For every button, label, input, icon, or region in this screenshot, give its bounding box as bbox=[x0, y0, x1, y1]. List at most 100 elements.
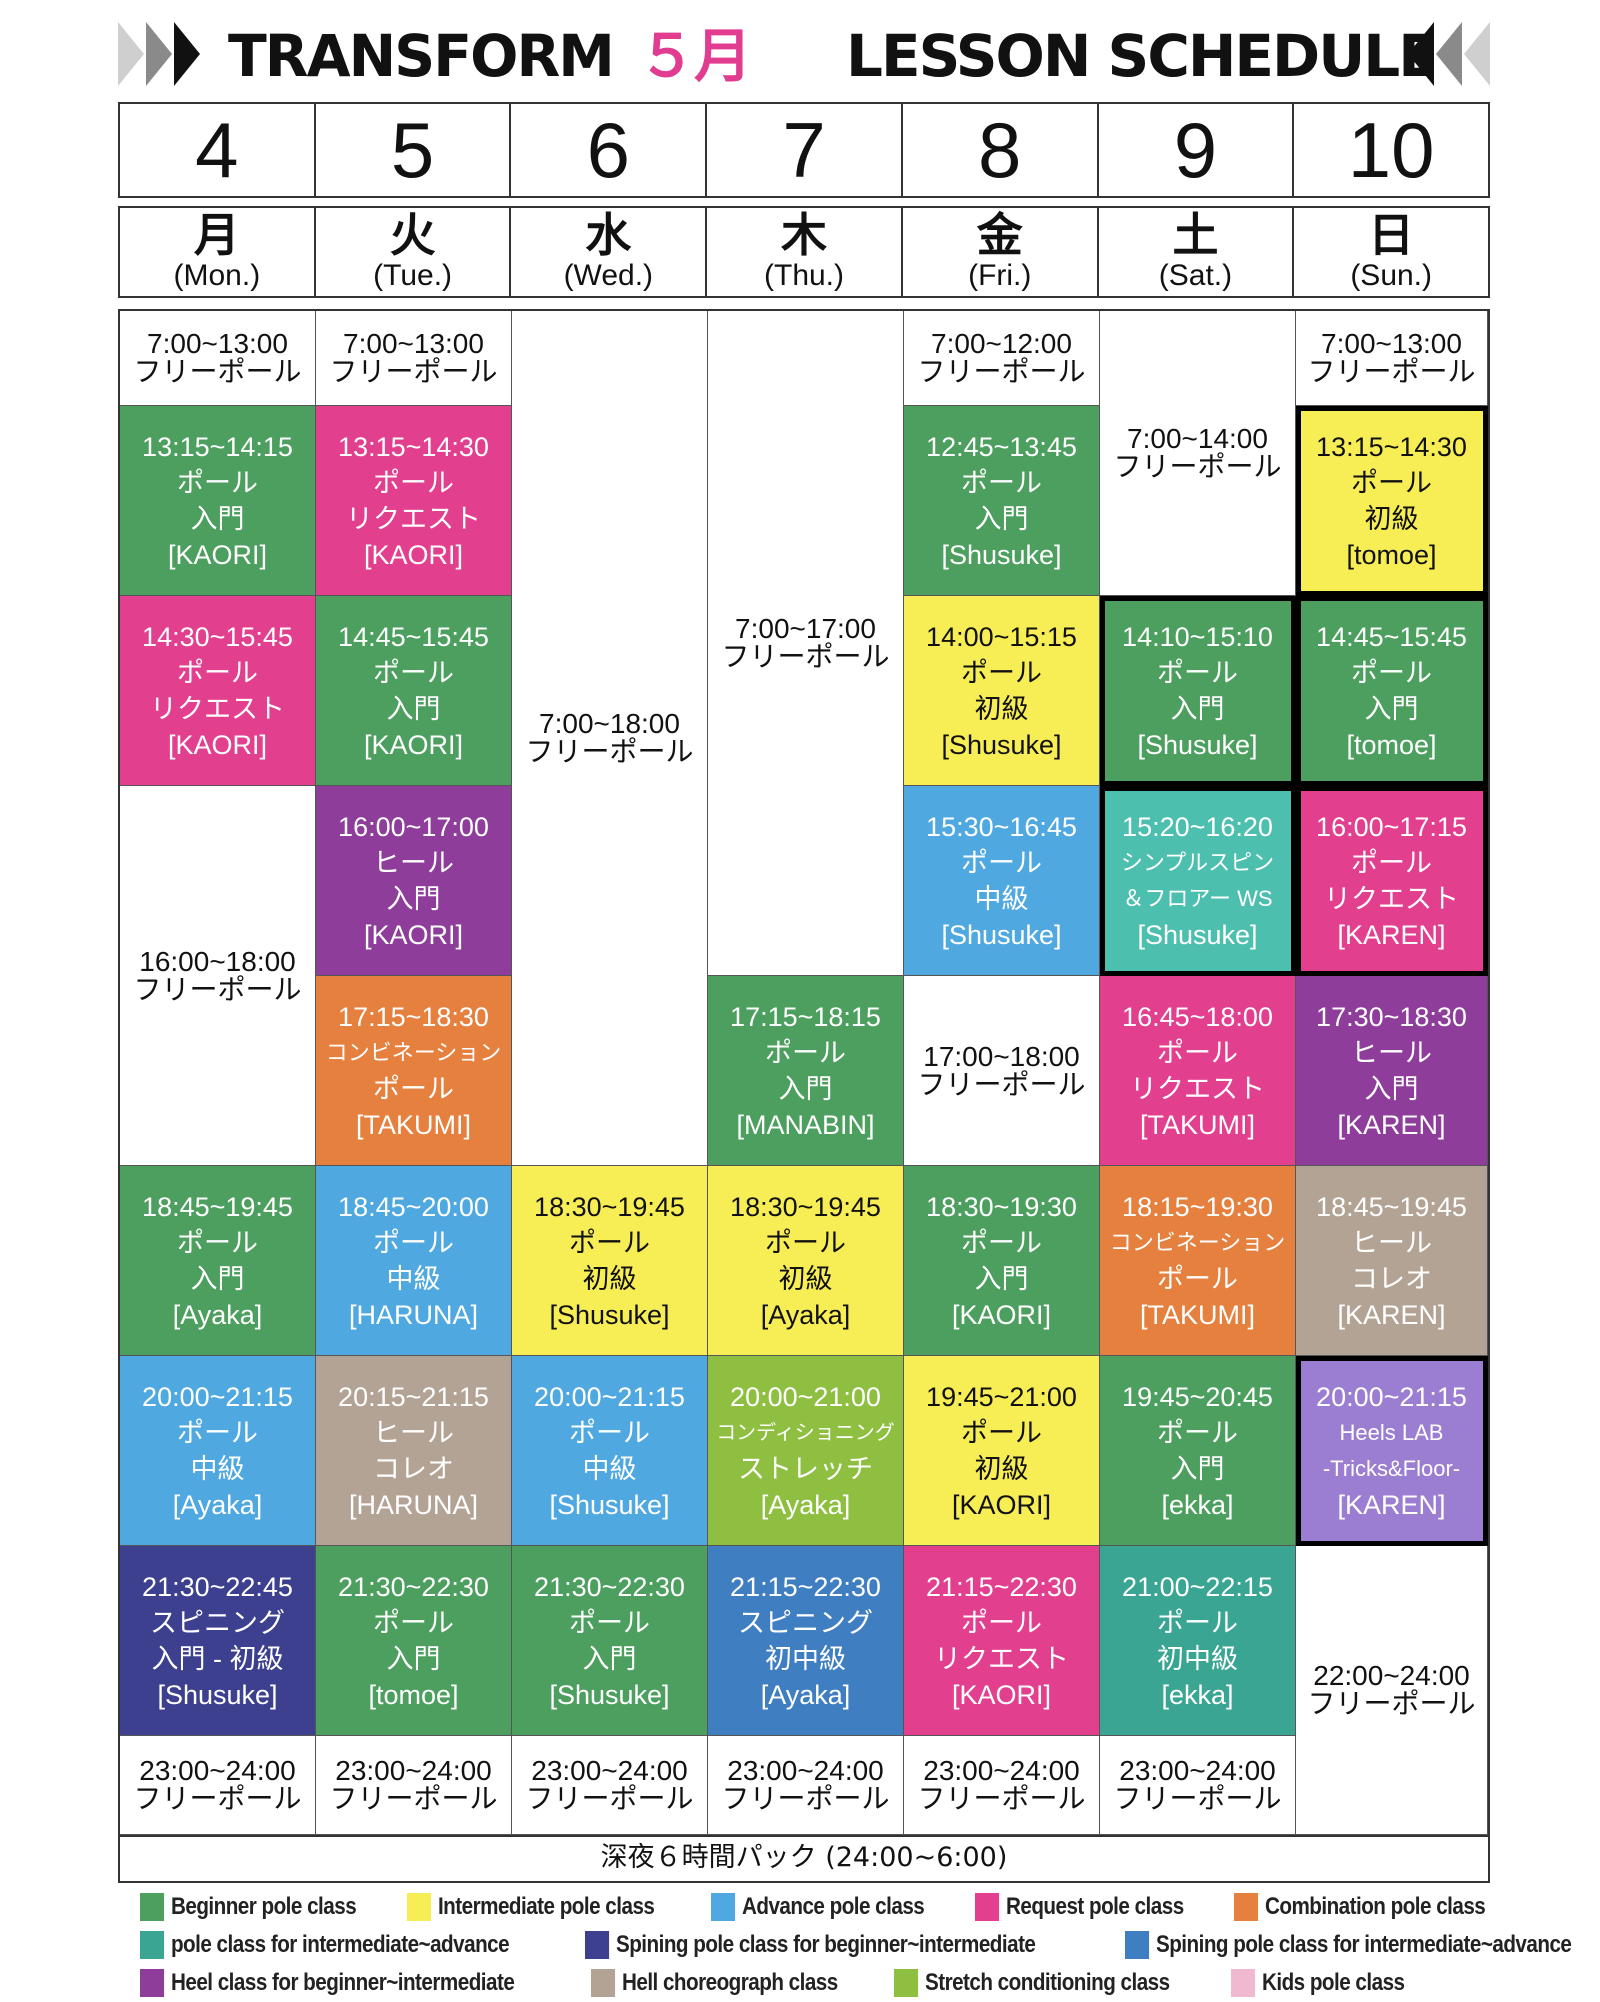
date-cell: 9 bbox=[1099, 104, 1295, 196]
tue-free-pole-night: 23:00~24:00 フリーポール bbox=[316, 1736, 512, 1835]
sat-class-beginner[interactable]: 19:45~20:45 ポール 入門 [ekka] bbox=[1100, 1356, 1296, 1546]
thu-class-intermediate[interactable]: 18:30~19:45 ポール 初級 [Ayaka] bbox=[708, 1166, 904, 1356]
sat-class-combination[interactable]: 18:15~19:30 コンビネーション ポール [TAKUMI] bbox=[1100, 1166, 1296, 1356]
sun-class-heel-choreo[interactable]: 18:45~19:45 ヒール コレオ [KAREN] bbox=[1296, 1166, 1488, 1356]
sat-free-pole-night: 23:00~24:00 フリーポール bbox=[1100, 1736, 1296, 1835]
thu-class-stretch[interactable]: 20:00~21:00 コンディショニング ストレッチ [Ayaka] bbox=[708, 1356, 904, 1546]
sun-class-heels-lab[interactable]: 20:00~21:15 Heels LAB -Tricks&Floor- [KAREN… bbox=[1296, 1356, 1488, 1546]
weekday-cell: 木 (Thu.) bbox=[707, 208, 903, 296]
date-cell: 4 bbox=[120, 104, 316, 196]
fri-class-request[interactable]: 21:15~22:30 ポール リクエスト [KAORI] bbox=[904, 1546, 1100, 1736]
fri-free-pole-night: 23:00~24:00 フリーポール bbox=[904, 1736, 1100, 1835]
legend-swatch bbox=[894, 1969, 919, 1997]
legend-label: Advance pole class bbox=[741, 1893, 925, 1920]
legend-item: pole class for intermediate~advance bbox=[140, 1931, 510, 1959]
legend-swatch bbox=[140, 1931, 165, 1959]
dates-row: 4 5 6 7 8 9 10 bbox=[118, 102, 1490, 198]
sat-class-beginner[interactable]: 14:10~15:10 ポール 入門 [Shusuke] bbox=[1100, 596, 1296, 786]
date-cell: 7 bbox=[707, 104, 903, 196]
mon-class-spinning[interactable]: 21:30~22:45 スピニング 入門 - 初級 [Shusuke] bbox=[120, 1546, 316, 1736]
weekday-en: (Wed.) bbox=[563, 259, 654, 292]
sun-class-beginner[interactable]: 14:45~15:45 ポール 入門 [tomoe] bbox=[1296, 596, 1488, 786]
mon-class-advance[interactable]: 20:00~21:15 ポール 中級 [Ayaka] bbox=[120, 1356, 316, 1546]
month-title: ５月 bbox=[638, 22, 752, 90]
wed-class-beginner[interactable]: 21:30~22:30 ポール 入門 [Shusuke] bbox=[512, 1546, 708, 1736]
wed-free-pole-night: 23:00~24:00 フリーポール bbox=[512, 1736, 708, 1835]
mon-class-beginner[interactable]: 18:45~19:45 ポール 入門 [Ayaka] bbox=[120, 1166, 316, 1356]
legend-item: Kids pole class bbox=[1230, 1969, 1405, 1997]
tue-class-combination[interactable]: 17:15~18:30 コンビネーション ポール [TAKUMI] bbox=[316, 976, 512, 1166]
thu-class-beginner[interactable]: 17:15~18:15 ポール 入門 [MANABIN] bbox=[708, 976, 904, 1166]
date-cell: 8 bbox=[903, 104, 1099, 196]
fri-class-beginner[interactable]: 18:30~19:30 ポール 入門 [KAORI] bbox=[904, 1166, 1100, 1356]
weekday-jp: 月 bbox=[193, 208, 240, 262]
legend-row: Heel class for beginner~intermediate Hel… bbox=[140, 1964, 1500, 2002]
legend-label: Beginner pole class bbox=[170, 1893, 357, 1920]
tue-class-beginner[interactable]: 14:45~15:45 ポール 入門 [KAORI] bbox=[316, 596, 512, 786]
sat-class-simple-spin-ws[interactable]: 15:20~16:20 シンプルスピン ＆フロアー WS [Shusuke] bbox=[1100, 786, 1296, 976]
legend-row: pole class for intermediate~advance Spin… bbox=[140, 1926, 1572, 1964]
legend-swatch bbox=[1124, 1931, 1149, 1959]
mon-class-request[interactable]: 14:30~15:45 ポール リクエスト [KAORI] bbox=[120, 596, 316, 786]
tue-class-heel-choreo[interactable]: 20:15~21:15 ヒール コレオ [HARUNA] bbox=[316, 1356, 512, 1546]
weekday-en: (Sun.) bbox=[1350, 259, 1433, 292]
schedule-title: LESSON SCHEDULE bbox=[846, 22, 1438, 90]
weekday-en: (Thu.) bbox=[764, 259, 845, 292]
sat-free-pole-morning: 7:00~14:00 フリーポール bbox=[1100, 311, 1296, 596]
tue-class-request[interactable]: 13:15~14:30 ポール リクエスト [KAORI] bbox=[316, 406, 512, 596]
legend-item: Intermediate pole class bbox=[407, 1893, 655, 1921]
left-arrows-decoration bbox=[118, 22, 200, 86]
legend-swatch bbox=[711, 1893, 736, 1921]
legend-label: Stretch conditioning class bbox=[925, 1969, 1170, 1996]
weekday-jp: 日 bbox=[1368, 208, 1415, 262]
weekday-en: (Mon.) bbox=[173, 259, 261, 292]
thu-class-spinning[interactable]: 21:15~22:30 スピニング 初中級 [Ayaka] bbox=[708, 1546, 904, 1736]
late-night-pack: 深夜６時間パック (24:00~6:00) bbox=[118, 1837, 1490, 1883]
legend-label: Spining pole class for beginner~intermed… bbox=[616, 1931, 1036, 1958]
thu-free-pole-day: 7:00~17:00 フリーポール bbox=[708, 311, 904, 976]
weekday-cell: 水 (Wed.) bbox=[511, 208, 708, 296]
mon-class-beginner[interactable]: 13:15~14:15 ポール 入門 [KAORI] bbox=[120, 406, 316, 596]
legend-item: Beginner pole class bbox=[140, 1893, 357, 1921]
legend-item: Spining pole class for beginner~intermed… bbox=[585, 1931, 1036, 1959]
date-cell: 6 bbox=[511, 104, 708, 196]
tue-class-advance[interactable]: 18:45~20:00 ポール 中級 [HARUNA] bbox=[316, 1166, 512, 1356]
tue-class-heel[interactable]: 16:00~17:00 ヒール 入門 [KAORI] bbox=[316, 786, 512, 976]
sat-class-request[interactable]: 16:45~18:00 ポール リクエスト [TAKUMI] bbox=[1100, 976, 1296, 1166]
legend-swatch bbox=[1233, 1893, 1258, 1921]
tue-free-pole-morning: 7:00~13:00 フリーポール bbox=[316, 311, 512, 406]
weekday-jp: 土 bbox=[1172, 208, 1219, 262]
wed-free-pole-day: 7:00~18:00 フリーポール bbox=[512, 311, 708, 1166]
legend-swatch bbox=[407, 1893, 432, 1921]
legend-label: Intermediate pole class bbox=[438, 1893, 655, 1920]
legend-item: Hell choreograph class bbox=[591, 1969, 838, 1997]
weekday-jp: 火 bbox=[389, 208, 436, 262]
sat-class-int-adv[interactable]: 21:00~22:15 ポール 初中級 [ekka] bbox=[1100, 1546, 1296, 1736]
sun-class-request[interactable]: 16:00~17:15 ポール リクエスト [KAREN] bbox=[1296, 786, 1488, 976]
fri-class-intermediate[interactable]: 19:45~21:00 ポール 初級 [KAORI] bbox=[904, 1356, 1100, 1546]
fri-class-beginner[interactable]: 12:45~13:45 ポール 入門 [Shusuke] bbox=[904, 406, 1100, 596]
mon-free-pole-afternoon: 16:00~18:00 フリーポール bbox=[120, 786, 316, 1166]
legend-swatch bbox=[591, 1969, 616, 1997]
fri-free-pole-afternoon: 17:00~18:00 フリーポール bbox=[904, 976, 1100, 1166]
weekday-cell: 火 (Tue.) bbox=[316, 208, 512, 296]
legend-item: Request pole class bbox=[975, 1893, 1184, 1921]
legend-swatch bbox=[1230, 1969, 1255, 1997]
legend-row: Beginner pole class Intermediate pole cl… bbox=[140, 1888, 1500, 1926]
legend-swatch bbox=[140, 1969, 165, 1997]
wed-class-intermediate[interactable]: 18:30~19:45 ポール 初級 [Shusuke] bbox=[512, 1166, 708, 1356]
tue-class-beginner[interactable]: 21:30~22:30 ポール 入門 [tomoe] bbox=[316, 1546, 512, 1736]
sun-class-heel[interactable]: 17:30~18:30 ヒール 入門 [KAREN] bbox=[1296, 976, 1488, 1166]
legend-label: Spining pole class for intermediate~adva… bbox=[1155, 1931, 1572, 1958]
wed-class-advance[interactable]: 20:00~21:15 ポール 中級 [Shusuke] bbox=[512, 1356, 708, 1546]
legend-label: Hell choreograph class bbox=[622, 1969, 838, 1996]
legend-item: Stretch conditioning class bbox=[894, 1969, 1170, 1997]
fri-class-advance[interactable]: 15:30~16:45 ポール 中級 [Shusuke] bbox=[904, 786, 1100, 976]
weekday-cell: 月 (Mon.) bbox=[120, 208, 316, 296]
sun-class-intermediate[interactable]: 13:15~14:30 ポール 初級 [tomoe] bbox=[1296, 406, 1488, 596]
date-cell: 10 bbox=[1347, 106, 1435, 194]
fri-class-intermediate[interactable]: 14:00~15:15 ポール 初級 [Shusuke] bbox=[904, 596, 1100, 786]
weekday-cell: 金 (Fri.) bbox=[903, 208, 1099, 296]
fri-free-pole-morning: 7:00~12:00 フリーポール bbox=[904, 311, 1100, 406]
weekday-row: 月 (Mon.) 火 (Tue.) 水 (Wed.) 木 (Thu.) 金 (Fri.) … bbox=[118, 206, 1490, 298]
